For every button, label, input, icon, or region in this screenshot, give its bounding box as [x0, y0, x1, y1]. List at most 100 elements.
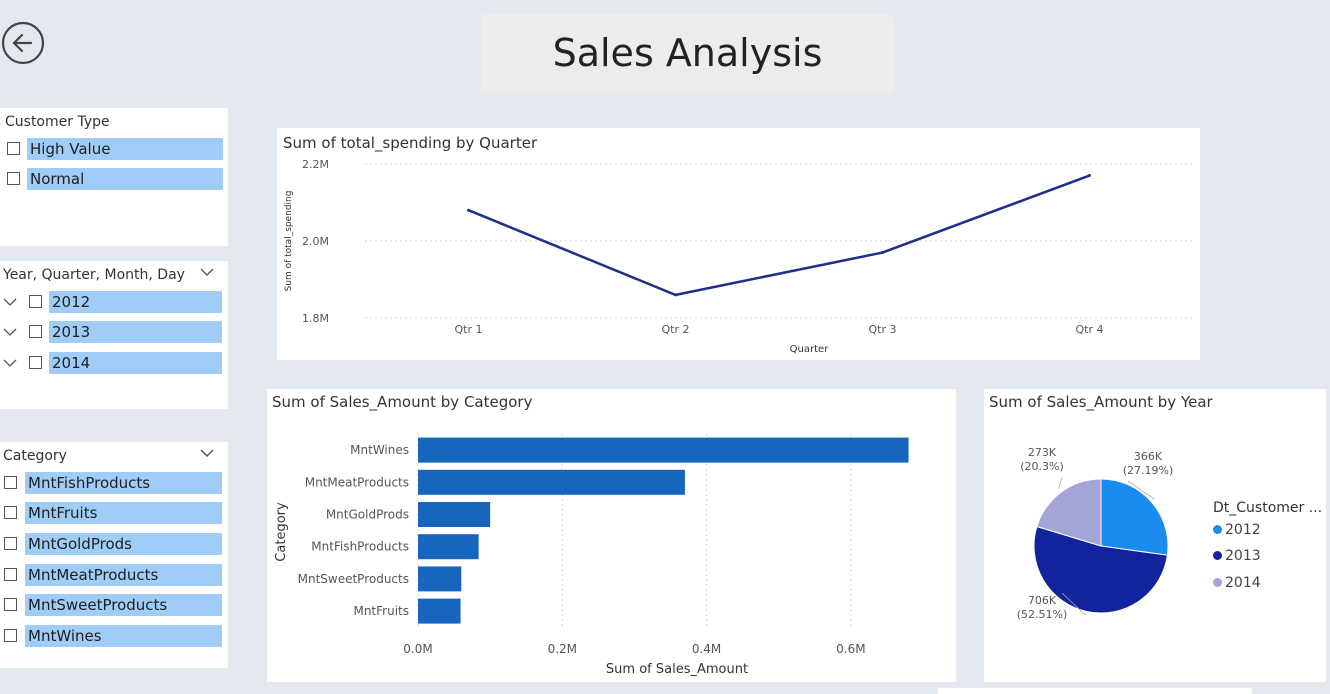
- chart-title: Sum of Sales_Amount by Category: [272, 393, 533, 411]
- bar-chart: 0.0M 0.2M 0.4M 0.6M MntWines MntMeatProducts M…: [274, 434, 909, 677]
- pie-slice: [1100, 478, 1169, 556]
- x-tick-label: Qtr 1: [455, 323, 483, 336]
- expand-chevron-icon[interactable]: [3, 327, 17, 337]
- legend-item-2013[interactable]: 2013: [1213, 548, 1261, 564]
- date-slicer: Year, Quarter, Month, Day 2012 2013 2014: [0, 261, 228, 409]
- slicer-item-label: Normal: [27, 168, 223, 190]
- customer-type-slicer: Customer Type High Value Normal: [0, 108, 228, 246]
- pie-slice: [1033, 525, 1168, 614]
- y-tick-label: MntMeatProducts: [305, 475, 409, 489]
- chart-title: Sum of total_spending by Quarter: [283, 134, 538, 152]
- data-point: [467, 208, 470, 212]
- chevron-down-icon[interactable]: [200, 267, 214, 277]
- slicer-item-label: MntSweetProducts: [25, 594, 222, 616]
- slicer-item-sweet[interactable]: MntSweetProducts: [0, 594, 228, 616]
- slicer-item-2014[interactable]: 2014: [0, 352, 228, 374]
- checkbox[interactable]: [7, 172, 20, 185]
- bar: [418, 437, 909, 463]
- x-tick-label: 0.4M: [692, 642, 721, 656]
- bar-chart-panel[interactable]: Sum of Sales_Amount by Category 0.0M 0.2M…: [267, 389, 956, 682]
- category-slicer: Category MntFishProducts MntFruits MntGo…: [0, 442, 228, 668]
- slicer-item-normal[interactable]: Normal: [0, 168, 228, 190]
- checkbox[interactable]: [29, 295, 42, 308]
- x-axis-label: Sum of Sales_Amount: [606, 662, 748, 677]
- slicer-item-meat[interactable]: MntMeatProducts: [0, 564, 228, 586]
- legend-item-2014[interactable]: 2014: [1213, 575, 1261, 591]
- x-tick-label: Qtr 2: [662, 323, 690, 336]
- y-axis-label: Sum of total_spending: [284, 191, 294, 292]
- pie-slice: [1036, 478, 1102, 547]
- expand-chevron-icon[interactable]: [3, 297, 17, 307]
- legend-item-2012[interactable]: 2012: [1213, 522, 1261, 538]
- line-chart-panel[interactable]: Sum of total_spending by Quarter 1.8M 2.0…: [277, 128, 1200, 360]
- checkbox[interactable]: [4, 568, 17, 581]
- x-tick-label: 0.6M: [836, 642, 865, 656]
- slicer-item-fruits[interactable]: MntFruits: [0, 502, 228, 524]
- slicer-item-fish[interactable]: MntFishProducts: [0, 472, 228, 494]
- slicer-item-2012[interactable]: 2012: [0, 291, 228, 313]
- x-tick-label: 0.0M: [403, 642, 432, 656]
- checkbox[interactable]: [4, 476, 17, 489]
- slice-value-label: 706K: [1028, 594, 1057, 607]
- x-axis-label: Quarter: [790, 344, 830, 355]
- x-tick-label: Qtr 3: [869, 323, 897, 336]
- checkbox[interactable]: [4, 598, 17, 611]
- slice-percent-label: (27.19%): [1123, 464, 1174, 477]
- slice-value-label: 273K: [1028, 446, 1057, 459]
- bar: [418, 566, 462, 592]
- slice-percent-label: (20.3%): [1020, 460, 1064, 473]
- slicer-item-label: MntMeatProducts: [25, 564, 222, 586]
- checkbox[interactable]: [7, 142, 20, 155]
- legend-label: 2013: [1225, 548, 1261, 564]
- bar: [418, 502, 491, 527]
- checkbox[interactable]: [29, 325, 42, 338]
- x-tick-label: 0.2M: [548, 642, 577, 656]
- bar: [418, 469, 685, 495]
- slice-percent-label: (52.51%): [1017, 608, 1068, 621]
- x-tick-label: Qtr 4: [1076, 323, 1104, 336]
- leader-line: [1058, 476, 1063, 490]
- legend-label: 2014: [1225, 575, 1261, 591]
- slicer-item-label: 2012: [49, 291, 222, 313]
- checkbox[interactable]: [4, 537, 17, 550]
- y-tick-label: MntGoldProds: [326, 508, 409, 522]
- page-title: Sales Analysis: [481, 14, 894, 92]
- slicer-item-label: MntFruits: [25, 502, 222, 524]
- slicer-item-wines[interactable]: MntWines: [0, 625, 228, 647]
- y-tick-label: 1.8M: [302, 312, 329, 325]
- slicer-item-gold[interactable]: MntGoldProds: [0, 533, 228, 555]
- panel-edge: [938, 688, 1252, 694]
- checkbox[interactable]: [4, 629, 17, 642]
- legend-dot: [1213, 551, 1222, 560]
- slicer-item-label: MntGoldProds: [25, 533, 222, 555]
- legend-label: 2012: [1225, 522, 1261, 538]
- slice-value-label: 366K: [1134, 450, 1163, 463]
- y-tick-label: 2.2M: [302, 158, 329, 171]
- legend-title: Dt_Customer ...: [1213, 500, 1323, 516]
- y-axis-label: Category: [274, 502, 289, 562]
- slicer-item-label: MntFishProducts: [25, 472, 222, 494]
- slicer-item-label: 2014: [49, 352, 222, 374]
- y-tick-label: 2.0M: [302, 235, 329, 248]
- checkbox[interactable]: [4, 506, 17, 519]
- back-arrow-icon[interactable]: [1, 21, 45, 65]
- y-tick-label: MntSweetProducts: [298, 572, 409, 586]
- leader-line: [1061, 592, 1087, 616]
- slicer-item-2013[interactable]: 2013: [0, 321, 228, 343]
- slicer-item-label: 2013: [49, 321, 222, 343]
- series-line: [468, 174, 1090, 297]
- slicer-item-high-value[interactable]: High Value: [0, 138, 228, 160]
- leader-line: [1127, 480, 1155, 500]
- data-point: [881, 251, 884, 255]
- slicer-title: Year, Quarter, Month, Day: [3, 267, 185, 283]
- y-tick-label: MntFruits: [353, 604, 409, 618]
- chevron-down-icon[interactable]: [200, 448, 214, 458]
- y-tick-label: MntWines: [350, 443, 409, 457]
- checkbox[interactable]: [29, 356, 42, 369]
- chart-title: Sum of Sales_Amount by Year: [989, 393, 1213, 411]
- slicer-item-label: MntWines: [25, 625, 222, 647]
- expand-chevron-icon[interactable]: [3, 358, 17, 368]
- pie-chart-panel[interactable]: Sum of Sales_Amount by Year 366K (27.19%)…: [984, 389, 1326, 682]
- legend-dot: [1213, 525, 1222, 534]
- pie-chart: 366K(27.19%) 706K(52.51%) 273K(20.3%): [1017, 446, 1174, 621]
